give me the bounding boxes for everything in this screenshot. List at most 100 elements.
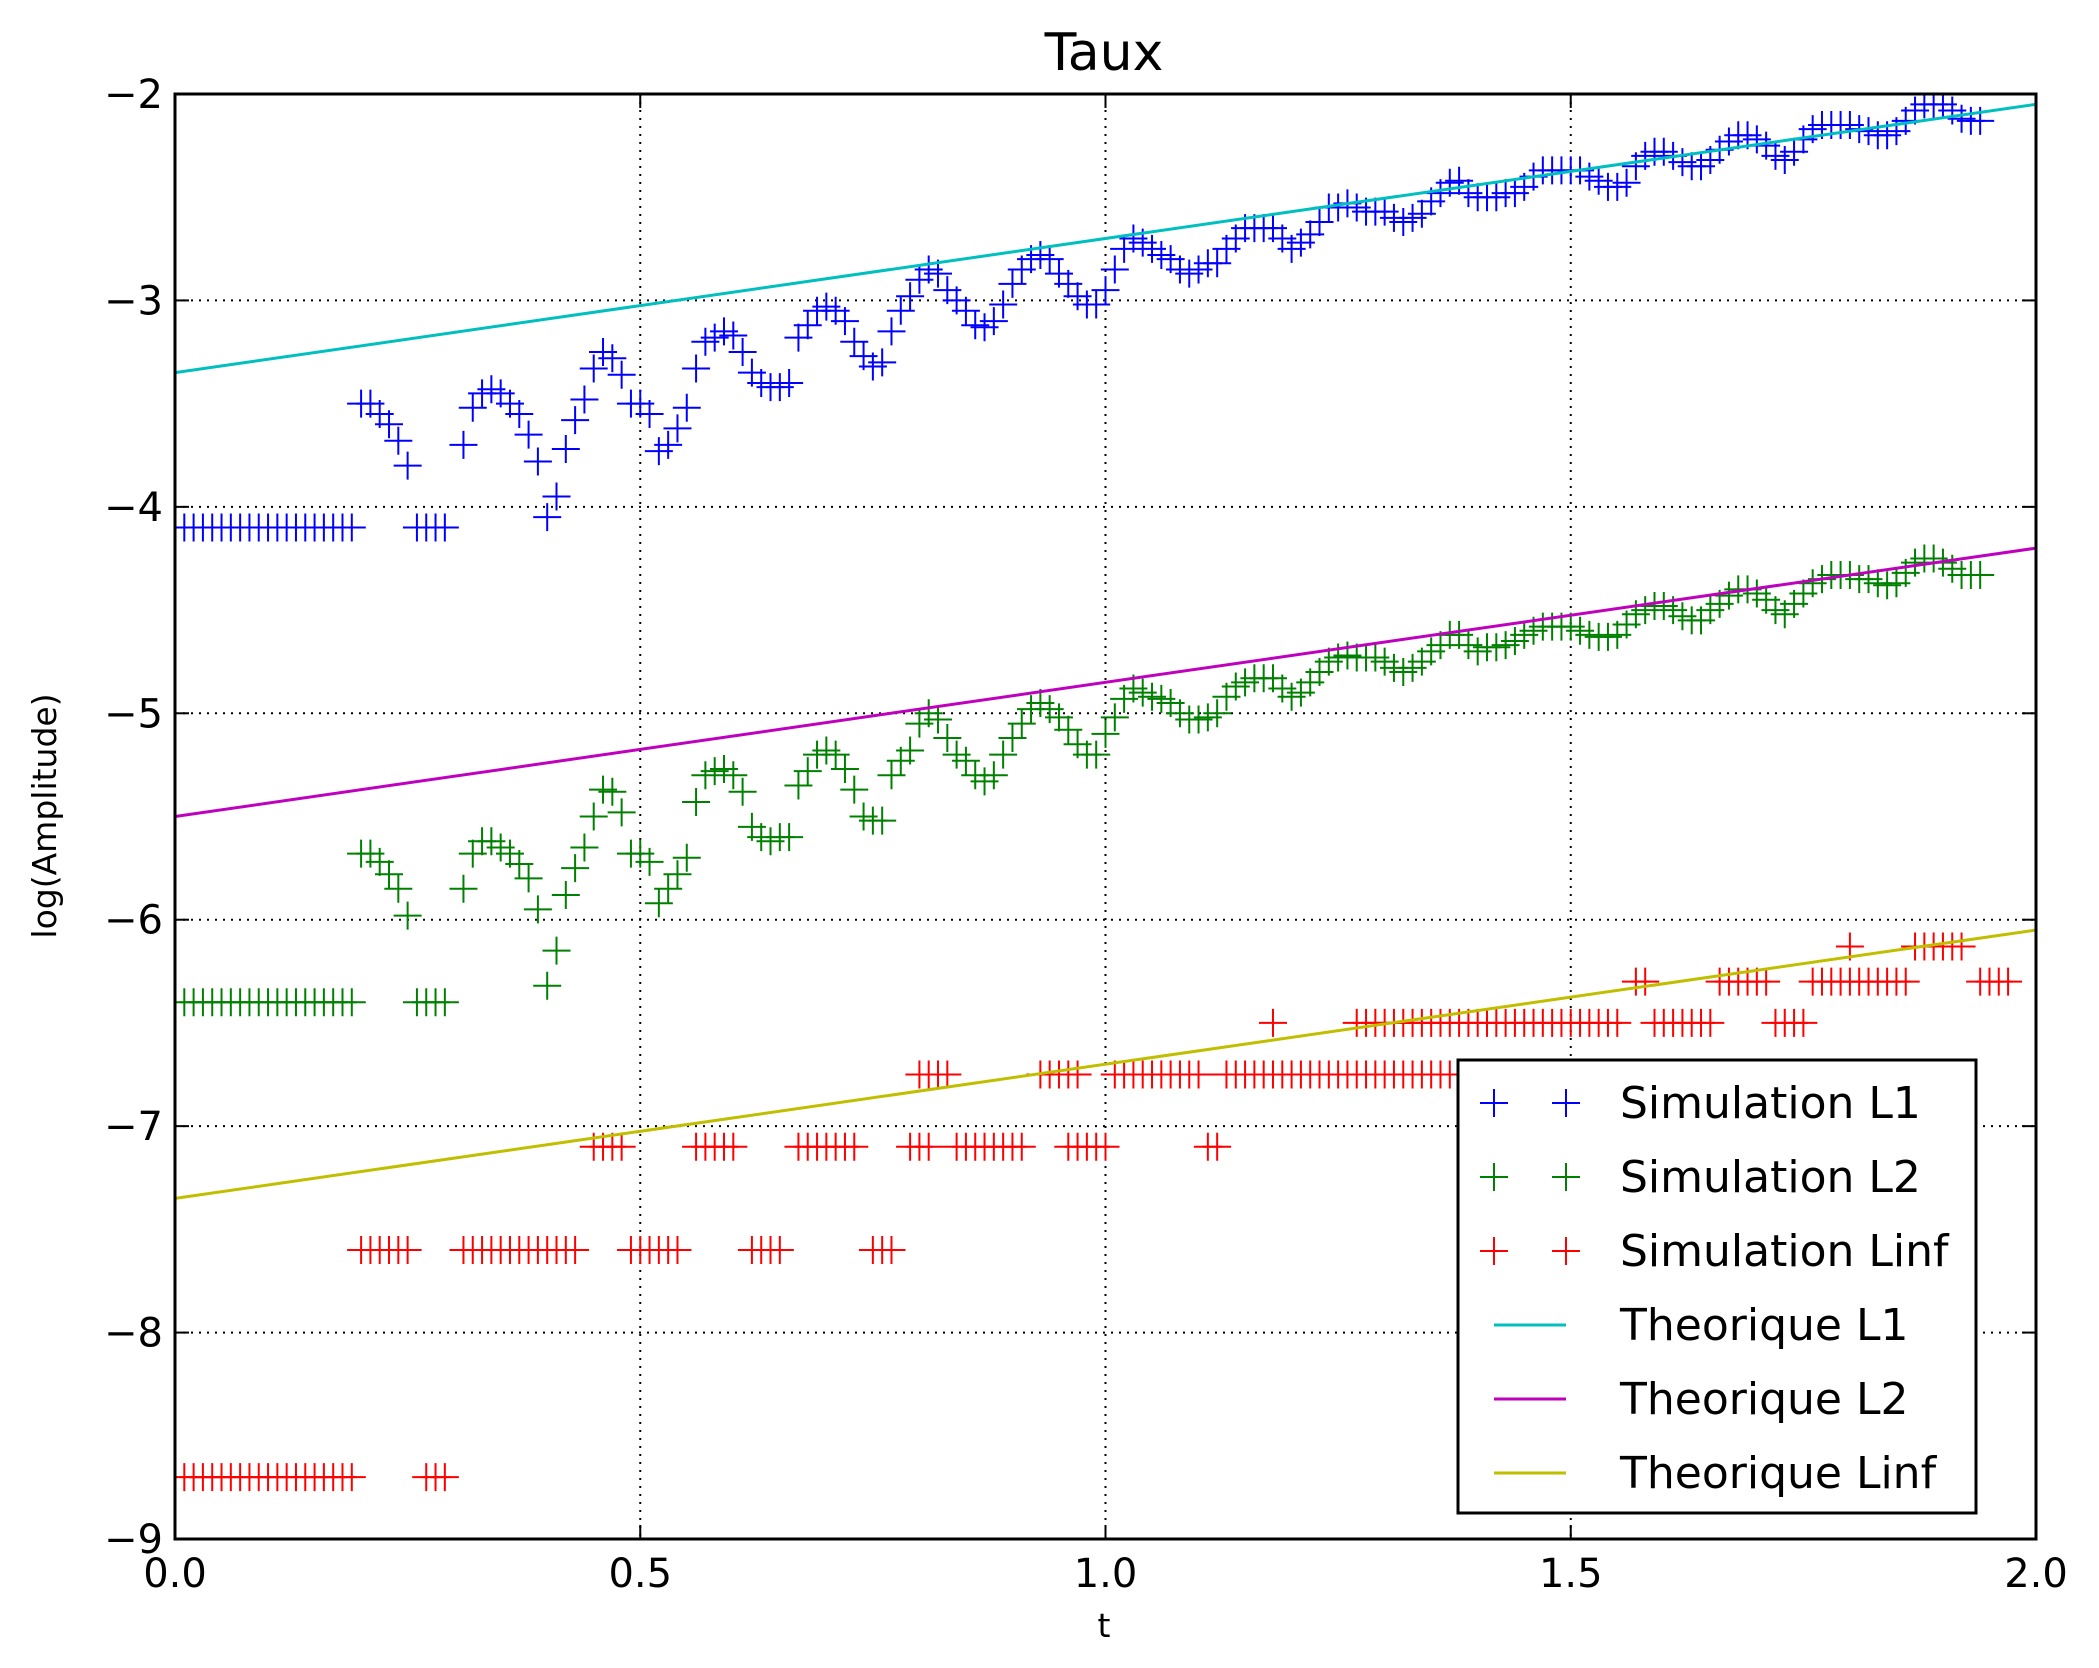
simulation-l1-point bbox=[458, 393, 487, 422]
simulation-linf-point bbox=[1091, 1132, 1120, 1161]
legend-box bbox=[1456, 1058, 1978, 1515]
y-tick-label: −2 bbox=[104, 72, 163, 118]
simulation-linf-point bbox=[1891, 967, 1920, 996]
simulation-l2-point bbox=[337, 988, 366, 1017]
simulation-l2-point bbox=[682, 788, 711, 817]
simulation-linf-point bbox=[1752, 967, 1781, 996]
simulation-linf-point bbox=[430, 1463, 459, 1492]
simulation-linf-point bbox=[393, 1236, 422, 1264]
y-tick-label: −7 bbox=[104, 1104, 163, 1150]
legend-marker bbox=[1552, 1237, 1580, 1265]
simulation-linf-point bbox=[1603, 1008, 1632, 1037]
y-tick-label: −9 bbox=[104, 1517, 163, 1563]
simulation-l2-point bbox=[840, 775, 869, 804]
simulation-l2-point bbox=[728, 777, 757, 806]
simulation-l2-point bbox=[1054, 715, 1083, 744]
simulation-l2-point bbox=[868, 806, 897, 835]
simulation-l1-point bbox=[793, 311, 822, 340]
simulation-l2-point bbox=[775, 823, 804, 852]
simulation-linf-point bbox=[607, 1132, 636, 1161]
y-tick-label: −6 bbox=[104, 898, 163, 944]
y-tick-label: −3 bbox=[104, 278, 163, 324]
legend-swatch-simulation-l2 bbox=[1480, 1163, 1580, 1191]
simulation-l2-point bbox=[951, 746, 980, 775]
simulation-l1-point bbox=[570, 385, 599, 414]
x-axis-label: t bbox=[1098, 1606, 1111, 1645]
simulation-linf-point bbox=[1631, 967, 1660, 996]
grid-lines bbox=[175, 94, 2036, 1539]
simulation-linf-point bbox=[933, 1060, 962, 1089]
simulation-linf-series bbox=[175, 932, 2023, 1492]
simulation-l1-point bbox=[1612, 168, 1641, 197]
simulation-l1-point bbox=[663, 414, 692, 443]
simulation-l1-point bbox=[607, 360, 636, 389]
simulation-linf-point bbox=[877, 1236, 906, 1264]
simulation-linf-point bbox=[840, 1132, 869, 1161]
simulation-l2-point bbox=[821, 740, 850, 769]
simulation-l1-point bbox=[877, 317, 906, 346]
simulation-l1-point bbox=[840, 327, 869, 356]
simulation-l2-point bbox=[663, 860, 692, 889]
simulation-linf-point bbox=[719, 1132, 748, 1161]
simulation-l1-point bbox=[886, 296, 915, 325]
simulation-l2-point bbox=[896, 736, 925, 765]
simulation-l2-point bbox=[830, 755, 859, 784]
simulation-l1-point bbox=[514, 420, 543, 449]
simulation-linf-point bbox=[1007, 1132, 1036, 1161]
simulation-linf-point bbox=[663, 1236, 692, 1264]
y-tick-label: −8 bbox=[104, 1311, 163, 1357]
simulation-l1-point bbox=[1203, 249, 1232, 278]
simulation-l1-point bbox=[598, 344, 627, 373]
axis-ticks: 0.0 0.5 1.0 1.5 2.0 −2 −3 −4 −5 −6 −7 −8 −9 bbox=[104, 72, 2068, 1597]
simulation-linf-point bbox=[765, 1236, 794, 1264]
simulation-l1-point bbox=[1035, 245, 1064, 274]
simulation-l1-point bbox=[551, 435, 580, 464]
simulation-l2-point bbox=[635, 847, 664, 876]
x-tick-label: 0.5 bbox=[608, 1551, 672, 1597]
chart-title: Taux bbox=[1044, 23, 1164, 83]
simulation-l2-point bbox=[1203, 699, 1232, 728]
simulation-l2-point bbox=[514, 864, 543, 893]
simulation-linf-point bbox=[1184, 1060, 1213, 1089]
theorique-linf-line bbox=[175, 928, 2036, 1200]
simulation-l1-point bbox=[523, 447, 552, 476]
simulation-l1-point bbox=[998, 269, 1027, 298]
simulation-l2-point bbox=[1966, 560, 1995, 589]
simulation-l2-point bbox=[989, 740, 1018, 769]
simulation-l1-point bbox=[1305, 207, 1334, 236]
simulation-l2-series bbox=[175, 544, 1995, 1017]
simulation-l2-point bbox=[719, 761, 748, 790]
simulation-l1-point bbox=[449, 430, 478, 459]
legend-label-theorique-l2: Theorique L2 bbox=[1619, 1374, 1908, 1425]
simulation-l2-point bbox=[784, 771, 813, 800]
theorique-l1-line bbox=[175, 102, 2036, 375]
legend-label-simulation-l2: Simulation L2 bbox=[1620, 1152, 1921, 1203]
simulation-l2-point bbox=[877, 761, 906, 790]
x-tick-label: 0.0 bbox=[143, 1551, 207, 1597]
simulation-l2-point bbox=[644, 889, 673, 918]
simulation-l1-point bbox=[682, 354, 711, 383]
simulation-l2-point bbox=[1007, 709, 1036, 738]
simulation-l2-point bbox=[579, 802, 608, 831]
simulation-l1-point bbox=[1082, 290, 1111, 319]
y-tick-label: −5 bbox=[104, 691, 163, 737]
simulation-l2-point bbox=[924, 705, 953, 734]
plot-area bbox=[175, 94, 2036, 1492]
simulation-l2-point bbox=[551, 880, 580, 909]
x-tick-label: 2.0 bbox=[2004, 1551, 2068, 1597]
simulation-linf-point bbox=[1789, 1008, 1818, 1037]
simulation-l2-point bbox=[449, 874, 478, 903]
simulation-l1-point bbox=[533, 503, 562, 532]
simulation-l2-point bbox=[933, 724, 962, 753]
legend-marker bbox=[1480, 1163, 1508, 1191]
y-tick-label: −4 bbox=[104, 485, 163, 531]
legend-label-theorique-l1: Theorique L1 bbox=[1619, 1300, 1908, 1351]
simulation-l1-point bbox=[719, 321, 748, 350]
simulation-l2-point bbox=[430, 988, 459, 1017]
simulation-l2-point bbox=[542, 936, 571, 965]
legend-swatch-simulation-l1 bbox=[1480, 1089, 1580, 1117]
simulation-l2-point bbox=[998, 724, 1027, 753]
x-tick-label: 1.0 bbox=[1074, 1551, 1138, 1597]
theorique-l2-line bbox=[175, 546, 2036, 818]
